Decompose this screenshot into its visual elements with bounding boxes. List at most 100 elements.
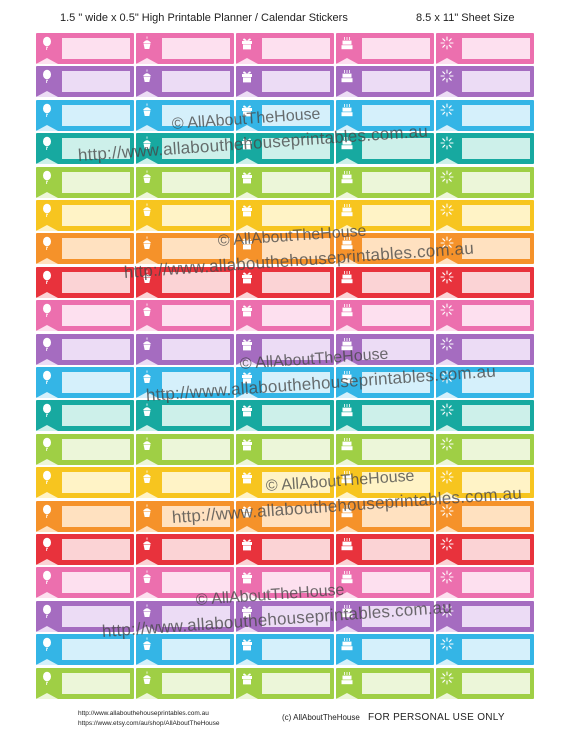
fireworks-icon — [440, 236, 454, 250]
sticker-writing-box — [260, 336, 332, 362]
sticker-writing-box — [160, 169, 232, 195]
sticker-writing-box — [260, 670, 332, 696]
sticker-tab — [336, 367, 358, 398]
sticker-writing-box — [460, 370, 532, 395]
sticker-writing-box — [260, 136, 332, 162]
sticker — [36, 300, 134, 332]
sticker — [136, 433, 234, 465]
balloon-icon — [43, 170, 51, 184]
sticker-writing-box — [360, 136, 432, 162]
gift-icon — [242, 572, 252, 584]
sticker-tab — [36, 233, 58, 265]
sticker-tab — [136, 33, 158, 64]
fireworks-icon — [440, 36, 454, 50]
sticker-tab — [236, 300, 258, 332]
sticker — [136, 367, 234, 398]
sticker — [336, 667, 434, 699]
sticker-writing-box — [460, 169, 532, 195]
sticker — [236, 367, 334, 398]
sticker-writing-box — [160, 36, 232, 61]
cake-icon — [341, 170, 353, 183]
sticker-tab — [236, 267, 258, 298]
sticker-writing-box — [260, 236, 332, 262]
sticker-tab — [136, 66, 158, 98]
balloon-icon — [43, 103, 51, 117]
sticker-writing-box — [460, 303, 532, 329]
fireworks-icon — [440, 370, 454, 384]
gift-icon — [242, 138, 252, 150]
sticker — [236, 133, 334, 165]
sticker-tab — [436, 601, 458, 632]
sticker-tab — [436, 200, 458, 231]
balloon-icon — [43, 571, 51, 585]
sticker-tab — [336, 634, 358, 666]
sticker — [336, 400, 434, 432]
fireworks-icon — [440, 170, 454, 184]
sheet-size-label: 8.5 x 11" Sheet Size — [416, 12, 515, 24]
sticker-tab — [336, 334, 358, 365]
sticker-writing-box — [160, 236, 232, 262]
gift-icon — [242, 339, 252, 350]
sticker-writing-box — [460, 670, 532, 696]
sticker-writing-box — [360, 303, 432, 329]
sticker-tab — [436, 233, 458, 265]
cupcake-icon — [143, 403, 151, 417]
sticker-writing-box — [160, 603, 232, 629]
sticker-tab — [236, 200, 258, 231]
sticker-tab — [136, 467, 158, 499]
sticker-writing-box — [360, 336, 432, 362]
sticker — [136, 534, 234, 565]
sticker-writing-box — [60, 303, 132, 329]
cupcake-icon — [143, 570, 151, 584]
sticker-writing-box — [60, 603, 132, 629]
sticker-writing-box — [260, 69, 332, 95]
sticker-writing-box — [160, 69, 232, 95]
sticker — [36, 133, 134, 165]
sticker-writing-box — [460, 203, 532, 228]
sticker-writing-box — [260, 303, 332, 329]
sticker — [336, 99, 434, 131]
sticker — [136, 33, 234, 64]
sticker-writing-box — [260, 570, 332, 596]
sticker-writing-box — [260, 637, 332, 663]
sticker-tab — [36, 367, 58, 398]
sticker-tab — [336, 66, 358, 98]
sticker — [236, 400, 334, 432]
sticker — [136, 333, 234, 365]
cupcake-icon — [143, 103, 151, 116]
gift-icon — [242, 439, 252, 451]
balloon-icon — [43, 671, 51, 685]
gift-icon — [242, 272, 252, 284]
sticker — [236, 233, 334, 265]
sticker — [436, 467, 534, 499]
cupcake-icon — [143, 370, 151, 383]
sticker-writing-box — [360, 570, 432, 596]
sticker-tab — [436, 367, 458, 398]
sticker-writing-box — [360, 670, 432, 696]
sticker — [136, 66, 234, 98]
sticker-writing-box — [360, 370, 432, 395]
sticker-writing-box — [60, 169, 132, 195]
sticker-tab — [436, 668, 458, 699]
sticker-tab — [336, 33, 358, 64]
sticker-writing-box — [260, 537, 332, 562]
sticker-tab — [336, 467, 358, 499]
sticker — [336, 534, 434, 565]
sticker — [336, 33, 434, 64]
sticker — [436, 534, 534, 565]
gift-icon — [242, 405, 252, 417]
sticker-tab — [436, 267, 458, 298]
sticker-tab — [336, 400, 358, 432]
fireworks-icon — [440, 637, 454, 651]
sticker-writing-box — [60, 403, 132, 429]
sticker-writing-box — [260, 370, 332, 395]
sticker-writing-box — [160, 436, 232, 462]
sticker — [336, 567, 434, 599]
sticker — [336, 200, 434, 231]
sticker-tab — [336, 100, 358, 131]
cake-icon — [341, 103, 353, 116]
gift-icon — [242, 238, 252, 250]
sticker-tab — [236, 33, 258, 64]
sticker — [336, 467, 434, 499]
fireworks-icon — [440, 403, 454, 417]
